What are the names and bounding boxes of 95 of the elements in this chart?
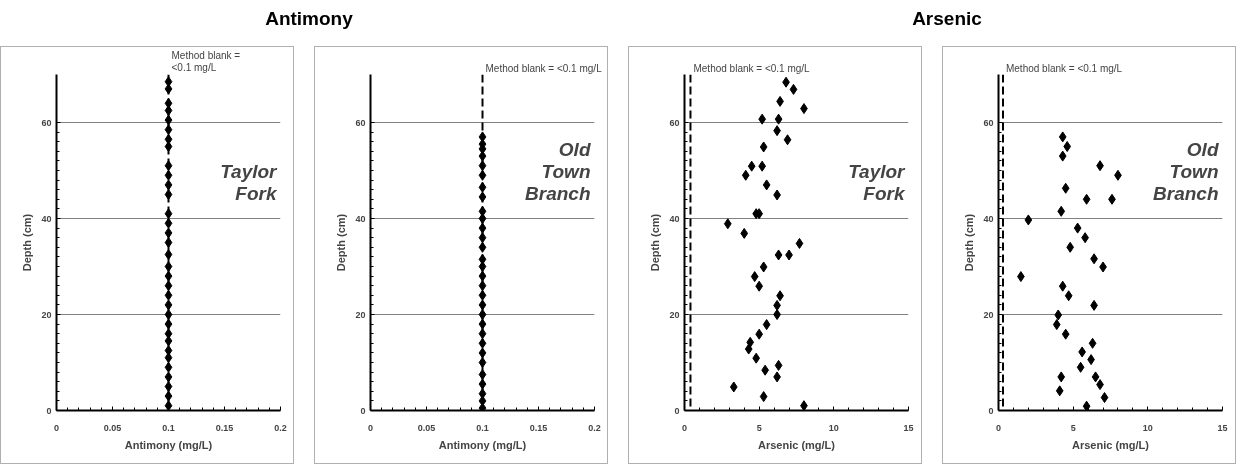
point: [729, 381, 738, 393]
y-tick-label: 60: [355, 117, 366, 128]
point: [1055, 385, 1064, 397]
point: [759, 261, 768, 273]
point: [800, 400, 808, 411]
x-tick-label: 15: [903, 422, 914, 433]
point: [774, 359, 783, 371]
ref-line-label: Method blank = <0.1 mg/L: [485, 62, 603, 74]
point: [762, 179, 771, 191]
annotation: Old Town Branch: [525, 138, 591, 205]
point: [1052, 319, 1061, 331]
y-axis-title: Depth (cm): [963, 213, 976, 272]
point: [1058, 150, 1067, 162]
x-tick-label: 0.1: [476, 422, 489, 433]
x-tick-label: 0: [54, 422, 60, 433]
y-axis-title: Depth (cm): [335, 213, 348, 272]
x-tick-label: 0: [682, 422, 688, 433]
x-tick-label: 0: [368, 422, 374, 433]
point: [759, 391, 768, 403]
point: [1057, 205, 1066, 217]
y-tick-label: 0: [674, 405, 680, 416]
y-tick-label: 40: [669, 213, 680, 224]
point: [741, 169, 750, 181]
point: [1061, 328, 1070, 340]
x-tick-label: 0.05: [417, 422, 436, 433]
point: [723, 218, 732, 230]
x-tick-label: 10: [1142, 422, 1153, 433]
y-axis-title: Depth (cm): [21, 213, 34, 272]
point: [762, 319, 771, 331]
x-axis-title: Arsenic (mg/L): [1071, 438, 1150, 451]
y-tick-label: 60: [983, 117, 994, 128]
point: [1082, 193, 1091, 205]
y-tick-label: 40: [983, 213, 994, 224]
y-tick-label: 0: [46, 405, 52, 416]
point: [1063, 141, 1072, 152]
y-tick-label: 40: [41, 213, 52, 224]
x-axis-title: Antimony (mg/L): [438, 438, 527, 451]
ref-line-label: Method blank = <0.1 mg/L: [693, 62, 811, 74]
point: [795, 237, 804, 249]
point: [1091, 371, 1100, 383]
x-tick-label: 5: [1070, 422, 1076, 433]
point: [744, 343, 753, 355]
x-tick-label: 0.15: [215, 422, 234, 433]
point: [1066, 241, 1075, 253]
point: [1073, 222, 1082, 234]
x-tick-label: 15: [1217, 422, 1228, 433]
point: [1061, 182, 1070, 194]
point: [1024, 214, 1033, 226]
x-tick-label: 5: [756, 422, 762, 433]
y-tick-label: 20: [669, 309, 680, 320]
x-tick-label: 10: [828, 422, 839, 433]
y-tick-label: 40: [355, 213, 366, 224]
point: [773, 309, 781, 320]
point: [1076, 361, 1085, 373]
y-tick-label: 60: [41, 117, 52, 128]
annotation: Taylor Fork: [848, 160, 907, 205]
point: [1064, 290, 1073, 302]
x-tick-label: 0: [996, 422, 1002, 433]
x-tick-label: 0.05: [103, 422, 122, 433]
annotation: Taylor Fork: [220, 160, 279, 205]
x-axis-title: Arsenic (mg/L): [757, 438, 836, 451]
point: [1054, 309, 1063, 321]
y-axis-title: Depth (cm): [649, 213, 662, 272]
point: [759, 141, 768, 153]
point: [1088, 337, 1097, 349]
point: [750, 271, 759, 283]
y-tick-label: 20: [41, 309, 52, 320]
point: [774, 113, 783, 125]
point: [783, 134, 792, 146]
point: [752, 352, 761, 364]
y-tick-label: 0: [360, 405, 366, 416]
point: [1058, 280, 1067, 292]
point: [746, 336, 755, 348]
x-tick-label: 0.1: [162, 422, 175, 433]
point: [1058, 131, 1067, 143]
point: [1057, 371, 1066, 383]
point: [789, 83, 798, 95]
x-tick-label: 0.2: [274, 422, 287, 433]
y-tick-label: 20: [983, 309, 994, 320]
ref-line-label: Method blank = <0.1 mg/L: [171, 50, 241, 74]
y-tick-label: 0: [988, 405, 994, 416]
y-tick-label: 60: [669, 117, 680, 128]
y-tick-label: 20: [355, 309, 366, 320]
x-axis-title: Antimony (mg/L): [124, 438, 213, 451]
annotation: Old Town Branch: [1153, 138, 1219, 205]
x-tick-label: 0.2: [588, 422, 601, 433]
chart-title: Antimony: [264, 7, 354, 31]
point: [1100, 392, 1109, 404]
text: Arsenic: [911, 7, 983, 31]
x-tick-label: 0.15: [529, 422, 548, 433]
point: [740, 227, 749, 239]
point: [1082, 400, 1091, 411]
point: [774, 249, 783, 261]
point: [747, 160, 756, 172]
ref-line-label: Method blank = <0.1 mg/L: [1005, 62, 1123, 74]
